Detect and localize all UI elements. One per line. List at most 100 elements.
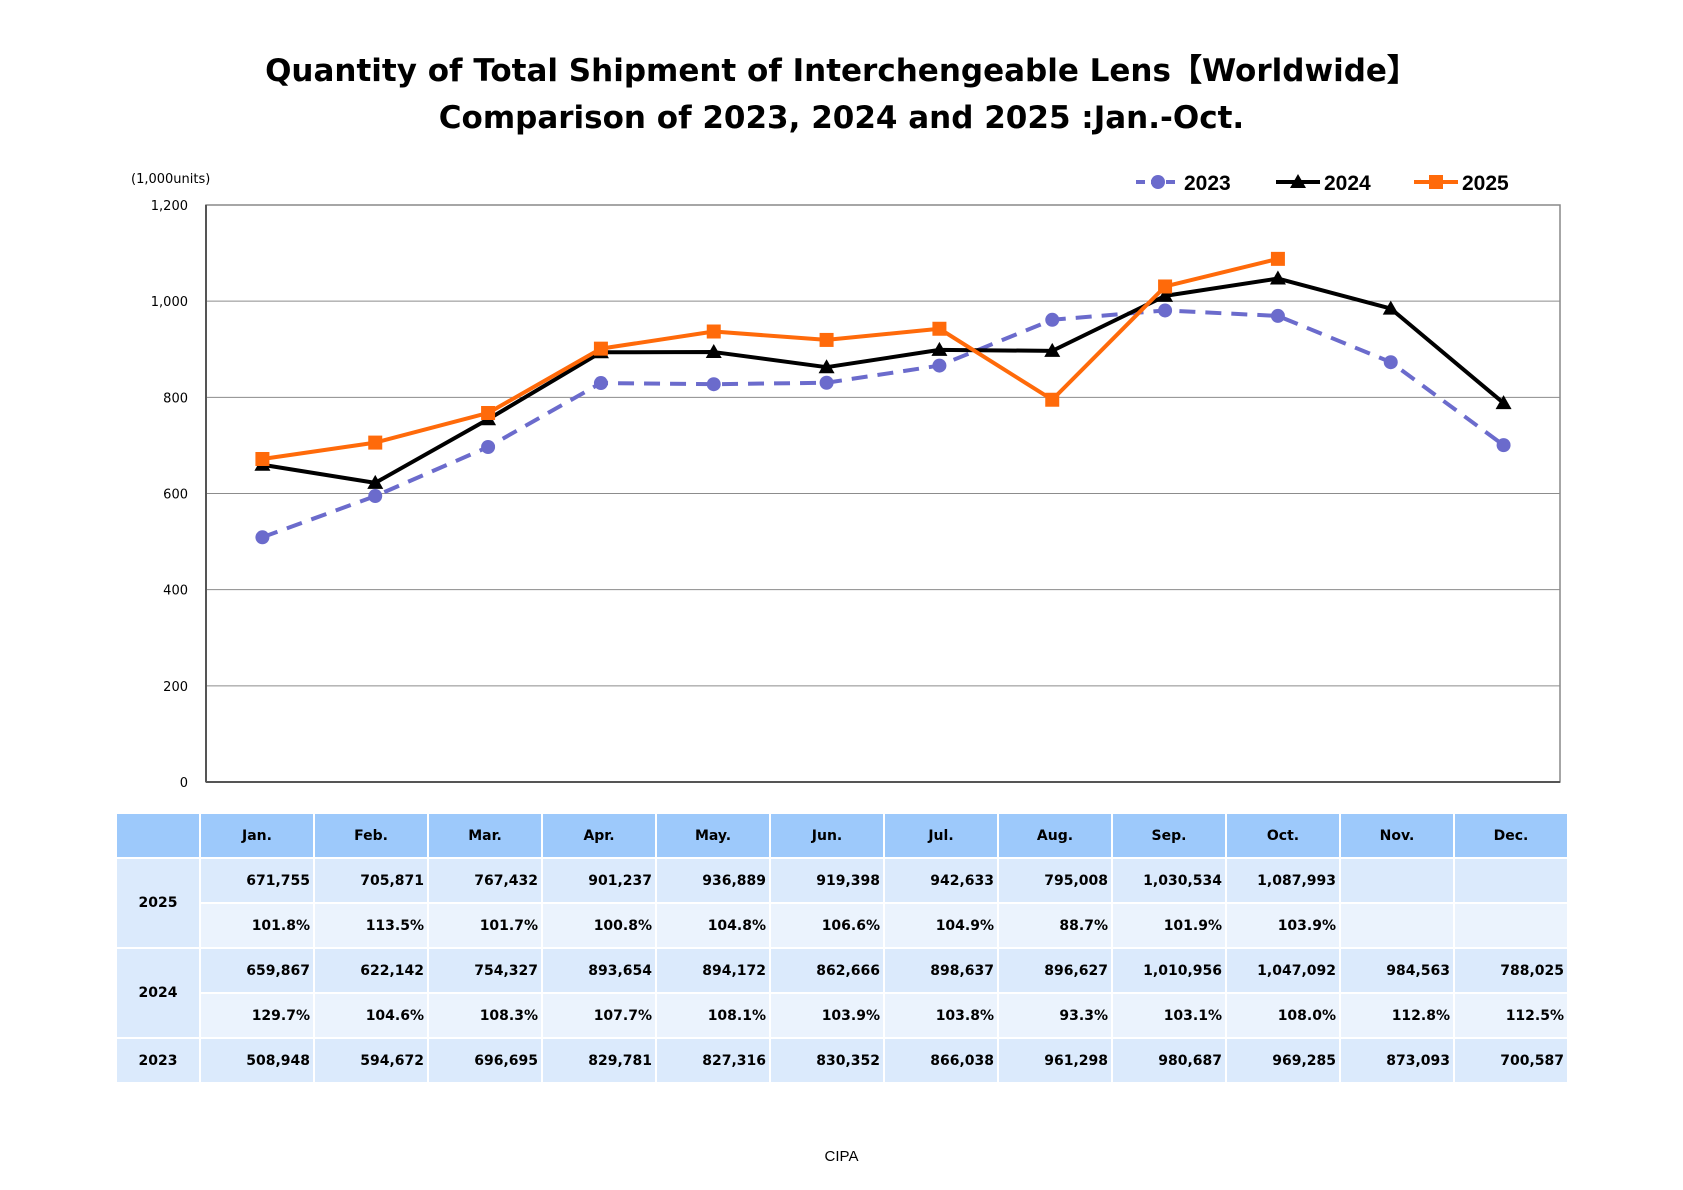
table-value-cell: 659,867	[199, 947, 315, 994]
table-month-header: Aug.	[997, 812, 1113, 859]
table-year-cell: 2023	[115, 1037, 201, 1084]
table-value-cell: 894,172	[655, 947, 771, 994]
table-value-cell: 671,755	[199, 857, 315, 904]
legend-label-2025: 2025	[1462, 172, 1509, 195]
data-point-2024	[931, 341, 948, 356]
data-point-2023	[1383, 355, 1398, 370]
y-tick-label: 0	[180, 776, 188, 791]
table-value-cell: 594,672	[313, 1037, 429, 1084]
table-year-cell: 2024	[115, 947, 201, 1039]
data-point-2024	[705, 344, 722, 359]
table-value-cell: 893,654	[541, 947, 657, 994]
table-percent-cell: 108.0%	[1225, 992, 1341, 1039]
data-point-2025	[1158, 279, 1173, 294]
data-point-2025	[593, 341, 608, 356]
data-point-2023	[932, 358, 947, 373]
table-percent-cell: 101.9%	[1111, 902, 1227, 949]
data-point-2024	[1382, 300, 1399, 315]
table-month-header: Jun.	[769, 812, 885, 859]
table-value-cell: 969,285	[1225, 1037, 1341, 1084]
table-row-2024-values: 2024 659,867 622,142 754,327 893,654 894,172 8…	[115, 947, 1569, 1039]
table-month-header: Dec.	[1453, 812, 1569, 859]
y-tick-label: 400	[163, 584, 188, 599]
data-point-2023	[593, 376, 608, 391]
table-value-cell: 936,889	[655, 857, 771, 904]
table-value-cell: 896,627	[997, 947, 1113, 994]
legend-marker-2025	[1429, 175, 1443, 189]
data-point-2023	[368, 489, 383, 504]
table-month-header: Jul.	[883, 812, 999, 859]
table-percent-cell: 129.7%	[199, 992, 315, 1039]
table-percent-cell: 108.3%	[427, 992, 543, 1039]
table-value-cell: 980,687	[1111, 1037, 1227, 1084]
data-point-2025	[932, 321, 947, 336]
data-point-2025	[481, 405, 496, 420]
data-point-2023	[1270, 308, 1285, 323]
table-month-header: May.	[655, 812, 771, 859]
series-line-2025	[262, 256, 1279, 461]
table-value-cell: 767,432	[427, 857, 543, 904]
table-value-cell: 1,030,534	[1111, 857, 1227, 904]
table-month-header: Oct.	[1225, 812, 1341, 859]
table-value-cell: 1,010,956	[1111, 947, 1227, 994]
table-percent-cell	[1339, 902, 1455, 949]
table-value-cell: 788,025	[1453, 947, 1569, 994]
table-percent-cell: 104.9%	[883, 902, 999, 949]
data-point-2024	[1044, 342, 1061, 357]
table-row-2025-percent: 101.8% 113.5% 101.7% 100.8% 104.8% 106.6% 104.…	[116, 902, 1569, 949]
data-point-2024	[818, 359, 835, 374]
data-point-2024	[367, 474, 384, 489]
table-value-cell	[1453, 857, 1569, 904]
table-month-header: Mar.	[427, 812, 543, 859]
source-label: CIPA	[824, 1148, 859, 1165]
series-line-2023	[261, 308, 1505, 540]
legend-marker-2023	[1151, 175, 1165, 189]
y-tick-label: 800	[163, 391, 188, 406]
series-line-2024	[262, 276, 1505, 485]
table-row-2024-percent: 129.7% 104.6% 108.3% 107.7% 108.1% 103.9% 103.…	[116, 992, 1569, 1039]
table-percent-cell: 103.9%	[1225, 902, 1341, 949]
data-point-2025	[368, 435, 383, 450]
legend-label-2023: 2023	[1184, 172, 1231, 195]
table-percent-cell: 112.8%	[1339, 992, 1455, 1039]
table-value-cell: 622,142	[313, 947, 429, 994]
table-corner-cell	[115, 812, 201, 859]
table-value-cell: 961,298	[997, 1037, 1113, 1084]
table-value-cell: 1,087,993	[1225, 857, 1341, 904]
table-percent-cell: 103.8%	[883, 992, 999, 1039]
y-tick-label: 1,200	[151, 199, 188, 214]
table-value-cell: 984,563	[1339, 947, 1455, 994]
table-value-cell: 942,633	[883, 857, 999, 904]
table-value-cell: 696,695	[427, 1037, 543, 1084]
table-value-cell: 829,781	[541, 1037, 657, 1084]
table-percent-cell	[1453, 902, 1569, 949]
table-percent-cell: 106.6%	[769, 902, 885, 949]
table-percent-cell: 104.6%	[313, 992, 429, 1039]
table-value-cell: 919,398	[769, 857, 885, 904]
table-value-cell: 700,587	[1453, 1037, 1569, 1084]
data-point-2023	[706, 377, 721, 392]
table-month-header: Feb.	[313, 812, 429, 859]
table-month-header: Nov.	[1339, 812, 1455, 859]
data-point-2024	[1269, 270, 1286, 285]
table-value-cell: 795,008	[997, 857, 1113, 904]
table-value-cell	[1339, 857, 1455, 904]
data-point-2023	[1045, 312, 1060, 327]
table-percent-cell: 101.8%	[199, 902, 315, 949]
table-value-cell: 830,352	[769, 1037, 885, 1084]
data-point-2025	[1270, 251, 1285, 266]
table-percent-cell: 101.7%	[427, 902, 543, 949]
table-percent-cell: 100.8%	[541, 902, 657, 949]
table-percent-cell: 103.1%	[1111, 992, 1227, 1039]
table-percent-cell: 88.7%	[997, 902, 1113, 949]
table-value-cell: 866,038	[883, 1037, 999, 1084]
data-table: Jan. Feb. Mar. Apr. May. Jun. Jul. Aug. Sep. Oct.…	[115, 812, 1569, 1084]
y-axis-unit-label: (1,000units)	[131, 172, 211, 187]
data-point-2025	[255, 451, 270, 466]
table-percent-cell: 93.3%	[997, 992, 1113, 1039]
table-value-cell: 705,871	[313, 857, 429, 904]
legend-label-2024: 2024	[1324, 172, 1371, 195]
table-value-cell: 827,316	[655, 1037, 771, 1084]
table-percent-cell: 104.8%	[655, 902, 771, 949]
table-percent-cell: 107.7%	[541, 992, 657, 1039]
